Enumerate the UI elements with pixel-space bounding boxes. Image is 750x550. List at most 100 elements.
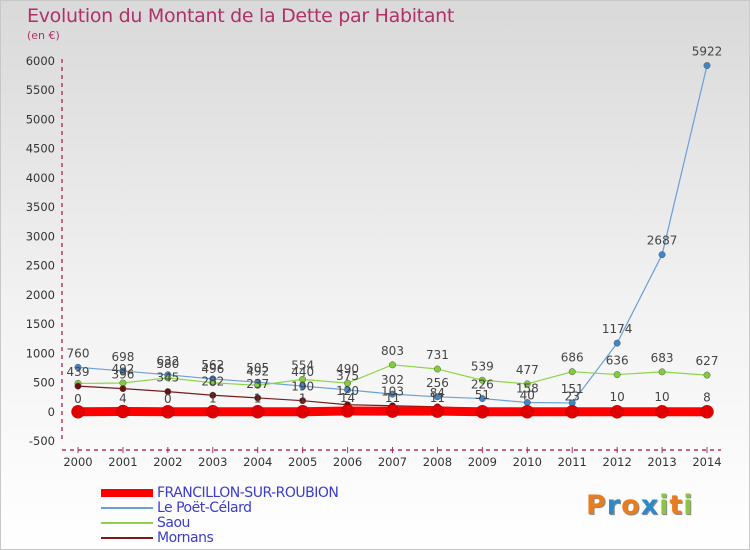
y-tick-label: 0 — [48, 405, 55, 419]
y-tick-label: 3500 — [26, 200, 55, 214]
proxiti-logo: Proxiti — [586, 490, 694, 521]
data-point — [655, 405, 669, 419]
data-point — [565, 405, 579, 419]
legend-item-le-poet-celard: Le Poët-Célard — [101, 499, 338, 516]
logo-letter: r — [606, 490, 622, 521]
data-point — [116, 404, 130, 419]
data-point — [340, 404, 355, 418]
data-label: 0 — [164, 392, 172, 406]
y-tick-label: 5000 — [26, 112, 55, 126]
data-point — [475, 405, 490, 419]
data-label: 1 — [209, 392, 217, 406]
data-point — [119, 367, 127, 375]
legend-label: Saou — [157, 514, 190, 531]
x-tick-label: 2010 — [513, 455, 542, 469]
data-label: 375 — [336, 369, 359, 383]
y-tick-label: 2500 — [26, 259, 55, 273]
data-label: 396 — [111, 368, 134, 382]
data-point — [164, 388, 172, 396]
x-tick-label: 2006 — [333, 455, 362, 469]
data-label: 302 — [381, 373, 404, 387]
y-tick-label: 500 — [33, 376, 55, 390]
data-label: 632 — [156, 354, 179, 368]
x-tick-label: 2008 — [423, 455, 452, 469]
data-point — [703, 371, 711, 379]
data-point — [389, 361, 396, 369]
legend-swatch — [101, 536, 153, 539]
data-label: 490 — [336, 362, 359, 376]
data-point — [71, 405, 85, 419]
logo-letter: x — [640, 490, 660, 521]
x-tick-label: 2000 — [63, 455, 92, 469]
x-tick-label: 2007 — [378, 455, 407, 469]
data-labels: 760 698 632 562 505 440 375 302 256 226 158 1511174… — [67, 45, 723, 406]
data-point — [478, 376, 486, 384]
x-tick-label: 2014 — [692, 455, 721, 469]
data-label: 8 — [703, 390, 711, 404]
data-label: 4 — [119, 392, 127, 406]
logo-letter: i — [683, 490, 694, 521]
data-label: 539 — [471, 359, 494, 373]
data-point — [613, 339, 621, 347]
data-label: 440 — [291, 365, 314, 379]
data-label: 636 — [606, 354, 629, 368]
data-label: 11 — [430, 391, 445, 405]
data-label: 10 — [610, 390, 625, 404]
data-point — [433, 393, 441, 401]
data-point — [613, 371, 621, 379]
y-tick-label: 4000 — [26, 171, 55, 185]
legend-item-saou: Saou — [101, 514, 338, 531]
data-label: 439 — [67, 365, 90, 379]
data-point — [610, 405, 624, 419]
y-tick-label: 5500 — [26, 83, 55, 97]
data-label: 2687 — [647, 234, 678, 248]
y-tick-label: 3000 — [26, 229, 55, 243]
data-point — [299, 382, 307, 390]
data-point — [568, 368, 576, 376]
chart-title: Evolution du Montant de la Dette par Hab… — [27, 5, 455, 27]
data-point — [209, 379, 217, 387]
data-point — [161, 405, 175, 419]
data-point — [658, 368, 666, 376]
data-label: 5922 — [692, 45, 723, 59]
data-point — [520, 405, 535, 419]
data-label: 683 — [651, 351, 674, 365]
data-label: 103 — [381, 385, 404, 399]
data-label: 731 — [426, 348, 449, 362]
data-label: 760 — [67, 346, 90, 360]
x-tick-label: 2011 — [558, 455, 587, 469]
logo-letter: t — [669, 490, 684, 521]
data-point — [433, 365, 441, 373]
chart-subtitle: (en €) — [27, 29, 60, 42]
data-label: 10 — [654, 390, 669, 404]
data-point — [250, 404, 265, 419]
data-point — [344, 379, 352, 387]
data-label: 627 — [696, 354, 719, 368]
data-label: 698 — [111, 350, 134, 364]
data-point — [703, 62, 711, 70]
x-tick-label: 2012 — [603, 455, 632, 469]
x-tick-label: 2001 — [108, 455, 137, 469]
x-tick-label: 2003 — [198, 455, 227, 469]
y-tick-label: 1500 — [26, 317, 55, 331]
data-label: 580 — [156, 357, 179, 371]
x-tick-label: 2005 — [288, 455, 317, 469]
data-point — [254, 381, 262, 389]
series-layer — [71, 62, 714, 419]
data-label: 282 — [201, 374, 224, 388]
x-tick-label: 2004 — [243, 455, 272, 469]
data-label: 84 — [430, 386, 445, 400]
data-label: 237 — [246, 377, 269, 391]
data-point — [206, 404, 220, 419]
data-point — [254, 394, 262, 402]
data-point — [209, 391, 217, 399]
legend-label: Le Poët-Célard — [157, 499, 252, 516]
data-point — [478, 395, 486, 403]
data-point — [700, 405, 714, 419]
x-tick-label: 2013 — [647, 455, 676, 469]
data-label: 492 — [111, 362, 134, 376]
y-tick-label: 6000 — [26, 54, 55, 68]
legend: FRANCILLON-SUR-ROUBION Le Poët-Célard Sa… — [101, 485, 339, 546]
data-label: 562 — [201, 358, 224, 372]
